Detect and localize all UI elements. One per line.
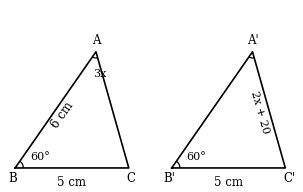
Text: B': B' (163, 172, 175, 185)
Text: C': C' (283, 172, 295, 185)
Text: B: B (8, 172, 17, 185)
Text: A: A (92, 34, 100, 47)
Text: 6 cm: 6 cm (49, 99, 76, 131)
Text: C: C (127, 172, 136, 185)
Text: 60°: 60° (30, 151, 50, 161)
Text: A': A' (247, 34, 258, 47)
Text: 2x + 20: 2x + 20 (249, 90, 271, 135)
Text: 60°: 60° (187, 151, 206, 161)
Text: 3x: 3x (93, 69, 106, 79)
Text: 5 cm: 5 cm (58, 175, 86, 189)
Text: 5 cm: 5 cm (214, 175, 243, 189)
